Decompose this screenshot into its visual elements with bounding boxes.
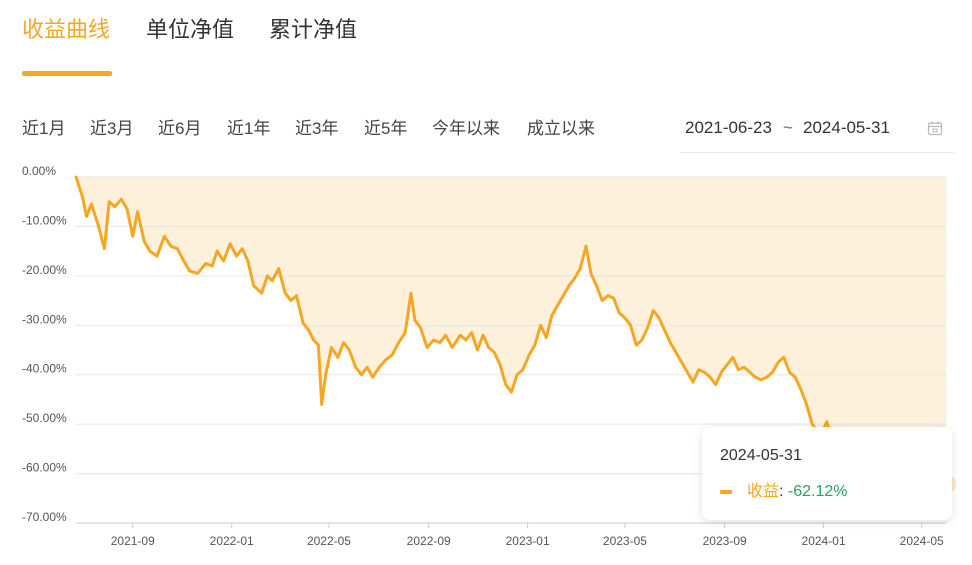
y-tick-label: -60.00% [22,461,67,475]
tooltip-date: 2024-05-31 [720,447,802,464]
x-tick-label: 2024-05 [900,534,944,548]
y-tick-label: -40.00% [22,362,67,376]
date-separator: ~ [783,118,793,137]
tooltip-label: 收益 [747,483,780,500]
y-tick-label: -50.00% [22,411,67,425]
tooltip-series-marker [720,490,732,494]
y-tick-label: -10.00% [22,213,67,227]
x-tick-label: 2024-01 [802,534,846,548]
tab-cumulative-nav[interactable]: 累计净值 [269,17,358,42]
range-ytd[interactable]: 今年以来 [432,119,500,138]
y-tick-label: -30.00% [22,312,67,326]
active-tab-indicator [22,71,112,76]
range-since-inception[interactable]: 成立以来 [527,119,595,138]
y-tick-label: 0.00% [22,164,56,178]
x-tick-label: 2022-05 [307,534,351,548]
date-range-picker[interactable]: 2021-06-23 ~ 2024-05-31 [681,106,954,153]
x-tick-label: 2022-09 [407,534,451,548]
tooltip-row: 收益: -62.12% [747,481,848,503]
x-tick-label: 2023-01 [506,534,550,548]
x-tick-label: 2023-09 [703,534,747,548]
x-tick-label: 2021-09 [111,534,155,548]
range-1m[interactable]: 近1月 [22,119,66,138]
x-tick-label: 2022-01 [210,534,254,548]
date-start[interactable]: 2021-06-23 [685,118,772,137]
range-6m[interactable]: 近6月 [158,119,202,138]
tooltip-colon: : [779,483,788,500]
range-1y[interactable]: 近1年 [227,119,271,138]
tab-unit-nav[interactable]: 单位净值 [146,17,235,42]
area-fill [76,177,946,485]
y-tick-label: -20.00% [22,263,67,277]
date-end[interactable]: 2024-05-31 [803,118,890,137]
y-tick-label: -70.00% [22,510,67,524]
tooltip-value: -62.12% [787,483,848,500]
series-line-收益 [74,175,948,486]
x-tick-label: 2023-05 [603,534,647,548]
chart-tooltip: 2024-05-31 收益: -62.12% [702,427,952,520]
range-3y[interactable]: 近3年 [295,119,339,138]
range-3m[interactable]: 近3月 [90,119,134,138]
range-5y[interactable]: 近5年 [364,119,408,138]
calendar-icon[interactable] [927,120,943,136]
tab-return-curve[interactable]: 收益曲线 [22,17,111,42]
